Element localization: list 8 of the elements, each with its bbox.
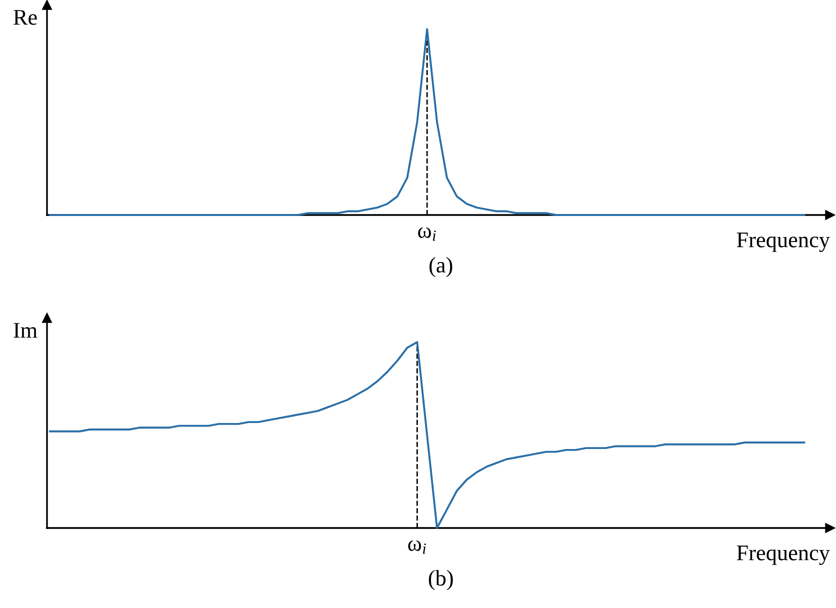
text: (b) xyxy=(428,570,453,590)
text: (a) xyxy=(429,257,452,278)
x-axis-title: Frequency xyxy=(736,232,830,252)
y-axis-title: Im xyxy=(14,323,38,338)
y-axis-title: Re xyxy=(14,10,37,25)
text: ω$_{i}$ xyxy=(418,227,436,241)
text: ω$_{i}$ xyxy=(408,540,426,554)
x-axis-title: Frequency xyxy=(736,546,830,565)
